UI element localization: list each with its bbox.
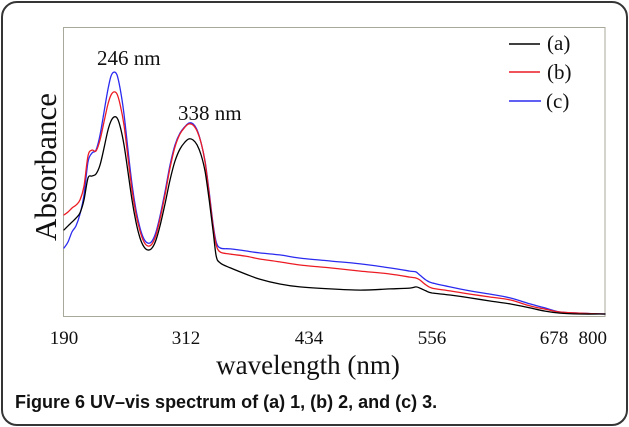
legend-label-c: (c): [546, 89, 569, 113]
legend-label-b: (b): [547, 60, 572, 84]
peak-label-338: 338 nm: [178, 101, 242, 125]
x-tick-label-678: 678: [540, 328, 569, 349]
x-tick-label-556: 556: [418, 328, 447, 349]
x-tick-label-434: 434: [295, 328, 324, 349]
legend-item-b: (b): [509, 60, 572, 84]
legend-item-a: (a): [509, 31, 570, 55]
peak-label-246: 246 nm: [97, 46, 161, 70]
figure-caption: Figure 6 UV–vis spectrum of (a) 1, (b) 2,…: [15, 392, 437, 412]
x-axis-title: wavelength (nm): [216, 350, 400, 380]
legend: (a) (b) (c): [509, 31, 572, 113]
x-tick-label-312: 312: [172, 328, 201, 349]
uv-vis-chart: (a) (b) (c) 246 nm 338 nm 190 312 434 55…: [28, 27, 607, 380]
caption-text: UV–vis spectrum of (a) 1, (b) 2, and (c)…: [90, 392, 438, 412]
y-axis-title: Absorbance: [28, 93, 63, 241]
legend-label-a: (a): [547, 31, 570, 55]
x-tick-label-190: 190: [50, 328, 79, 349]
x-axis-ticks: 190 312 434 556 678 800: [50, 328, 607, 349]
series-lines: [63, 71, 606, 315]
x-tick-label-800: 800: [579, 328, 608, 349]
series-line-b: [63, 91, 606, 315]
plot-frame: [63, 27, 606, 317]
caption-label: Figure 6: [15, 392, 86, 412]
series-line-c: [63, 71, 606, 315]
series-line-a: [63, 116, 606, 315]
legend-item-c: (c): [509, 89, 569, 113]
